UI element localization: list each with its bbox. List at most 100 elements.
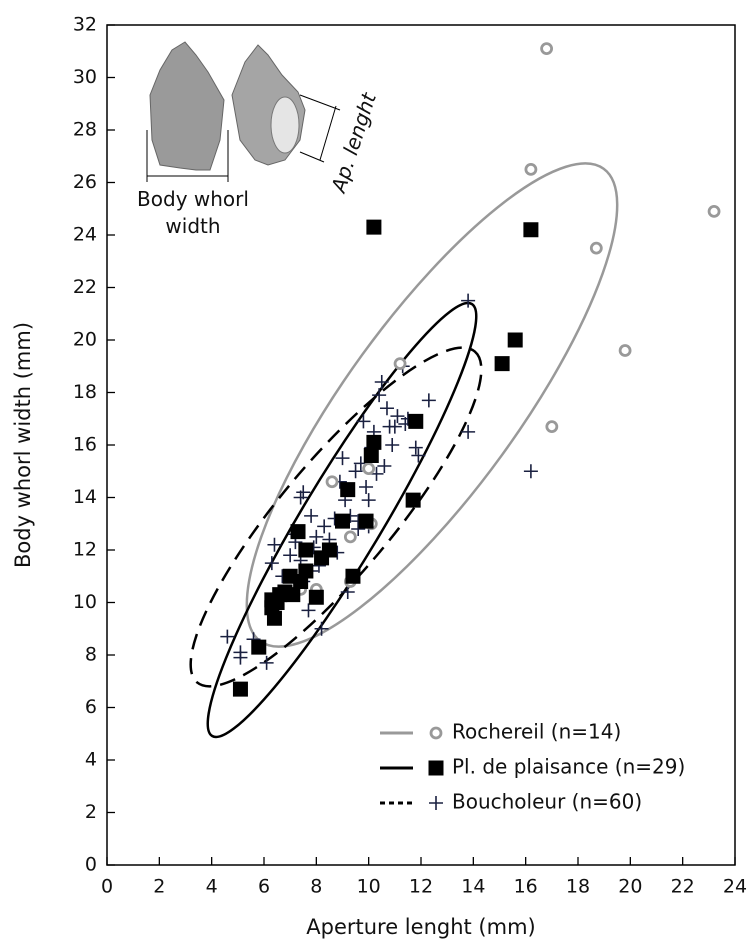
- point: [264, 592, 280, 608]
- point: [618, 344, 632, 357]
- y-tick-label: 28: [73, 119, 97, 141]
- point: [304, 508, 319, 523]
- point: [390, 409, 405, 424]
- legend-label: Pl. de plaisance (n=29): [452, 755, 685, 779]
- bracket: [299, 151, 325, 163]
- point: [267, 537, 282, 552]
- x-tick-label: 22: [671, 876, 695, 898]
- point: [335, 513, 350, 529]
- point: [374, 375, 389, 389]
- x-tick-label: 12: [409, 876, 433, 898]
- point: [340, 482, 356, 498]
- x-tick-label: 4: [206, 876, 218, 898]
- point: [408, 440, 423, 455]
- shell-front: [149, 41, 225, 171]
- point: [251, 639, 267, 655]
- point: [298, 542, 314, 558]
- point: [421, 393, 436, 408]
- point: [366, 219, 382, 235]
- x-tick-label: 10: [357, 876, 381, 898]
- point: [233, 645, 248, 660]
- y-tick-label: 20: [73, 329, 97, 351]
- point: [314, 550, 330, 566]
- x-tick-label: 8: [310, 876, 322, 898]
- point: [707, 204, 721, 218]
- x-tick-label: 18: [566, 876, 590, 898]
- point: [309, 529, 324, 544]
- point: [283, 548, 298, 563]
- point: [343, 530, 357, 544]
- y-axis-label: Body whorl width (mm): [11, 322, 35, 568]
- point: [372, 388, 387, 403]
- point: [411, 448, 426, 463]
- y-tick-label: 16: [73, 434, 97, 456]
- legend-label: Boucholeur (n=60): [452, 790, 642, 814]
- point: [363, 448, 379, 463]
- point: [266, 610, 282, 626]
- x-tick-label: 14: [461, 876, 485, 898]
- point: [494, 356, 510, 372]
- point: [387, 419, 402, 434]
- y-tick-label: 8: [85, 644, 97, 666]
- x-axis-label: Aperture lenght (mm): [306, 915, 535, 939]
- point: [377, 459, 392, 473]
- point: [405, 492, 421, 508]
- point: [359, 480, 374, 494]
- point: [461, 293, 476, 308]
- point: [507, 332, 523, 348]
- point: [293, 574, 309, 589]
- y-tick-label: 12: [73, 539, 97, 561]
- point: [523, 222, 539, 238]
- point: [461, 424, 476, 439]
- point: [345, 568, 361, 584]
- group-ellipse: [206, 301, 478, 739]
- point: [259, 655, 274, 670]
- point: [523, 464, 538, 479]
- y-tick-label: 18: [73, 381, 97, 403]
- point: [428, 760, 444, 776]
- point: [296, 485, 311, 500]
- point: [545, 420, 559, 434]
- point: [393, 357, 407, 371]
- y-tick-label: 0: [85, 854, 97, 876]
- point: [335, 451, 350, 466]
- x-tick-label: 0: [101, 876, 113, 898]
- x-tick-label: 16: [514, 876, 538, 898]
- legend-label: Rochereil (n=14): [452, 720, 621, 744]
- point: [356, 414, 371, 429]
- y-tick-label: 4: [85, 749, 97, 771]
- shell-illustration: Ap. lenght: [146, 41, 381, 197]
- point: [348, 464, 363, 479]
- bracket: [299, 94, 341, 111]
- point: [301, 603, 316, 618]
- y-tick-label: 14: [73, 486, 97, 508]
- inset-width-label: Body whorl width: [137, 187, 249, 238]
- x-tick-label: 2: [153, 876, 165, 898]
- x-tick-label: 6: [258, 876, 270, 898]
- point: [385, 438, 400, 452]
- y-tick-label: 10: [73, 591, 97, 613]
- group-ellipse: [189, 346, 483, 688]
- y-tick-label: 24: [73, 224, 97, 246]
- point: [408, 413, 424, 429]
- point: [366, 434, 382, 450]
- point: [429, 796, 443, 810]
- point: [358, 513, 374, 529]
- point: [524, 162, 538, 176]
- point: [361, 493, 376, 508]
- point: [290, 524, 306, 540]
- y-tick-label: 2: [85, 801, 97, 823]
- point: [379, 401, 394, 416]
- y-tick-label: 32: [73, 14, 97, 36]
- y-tick-label: 22: [73, 276, 97, 298]
- x-tick-label: 20: [618, 876, 642, 898]
- point: [264, 556, 279, 571]
- point: [325, 475, 339, 489]
- point: [589, 241, 603, 255]
- point: [540, 42, 553, 56]
- y-tick-label: 6: [85, 696, 97, 718]
- shell-aperture: [270, 96, 300, 154]
- bracket: [319, 105, 337, 161]
